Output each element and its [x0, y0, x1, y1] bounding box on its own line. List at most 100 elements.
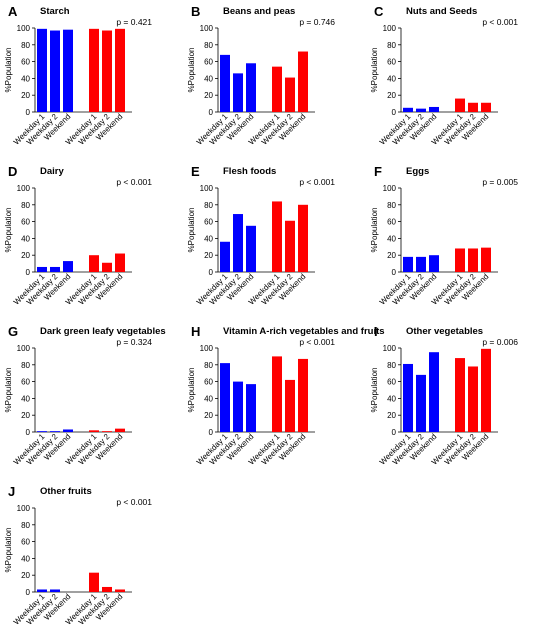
bar: [37, 28, 47, 113]
bar: [468, 366, 478, 432]
bar: [455, 98, 465, 112]
bar: [37, 589, 47, 592]
panel: J Other fruits p < 0.001 %Population 0 20 40 60…: [4, 484, 152, 627]
y-tick-label: 80: [204, 361, 213, 370]
p-value: p < 0.001: [116, 177, 152, 187]
bar: [233, 214, 243, 272]
bar: [246, 384, 256, 432]
bar: [285, 77, 295, 112]
y-axis-label: %Population: [370, 48, 379, 93]
bar: [272, 201, 282, 272]
y-tick-label: 40: [21, 74, 30, 83]
y-tick-label: 40: [21, 394, 30, 403]
y-tick-label: 20: [21, 571, 30, 580]
y-tick-label: 0: [26, 588, 31, 597]
y-tick-label: 80: [204, 41, 213, 50]
y-tick-label: 0: [392, 268, 397, 277]
bar: [115, 589, 125, 592]
y-tick-label: 60: [204, 378, 213, 387]
bar: [403, 107, 413, 112]
y-tick-label: 20: [387, 411, 396, 420]
y-tick-label: 0: [26, 108, 31, 117]
panel-letter: F: [374, 164, 382, 179]
panel-title: Nuts and Seeds: [406, 6, 477, 17]
bar: [416, 108, 426, 112]
bar: [233, 73, 243, 112]
bar: [50, 30, 60, 112]
p-value: p < 0.001: [116, 497, 152, 507]
y-axis-label: %Population: [370, 368, 379, 413]
bar: [298, 51, 308, 112]
p-value: p < 0.001: [299, 177, 335, 187]
y-tick-label: 40: [21, 234, 30, 243]
y-tick-label: 0: [26, 428, 31, 437]
y-tick-label: 40: [204, 74, 213, 83]
bar: [89, 430, 99, 432]
y-tick-label: 60: [387, 218, 396, 227]
panel-letter: A: [8, 4, 18, 19]
panel-title: Flesh foods: [223, 166, 276, 177]
panel-letter: H: [191, 324, 200, 339]
bar: [102, 262, 112, 272]
bar: [220, 54, 230, 112]
bar: [50, 589, 60, 592]
y-tick-label: 60: [204, 58, 213, 67]
y-tick-label: 20: [387, 91, 396, 100]
bar: [403, 363, 413, 432]
panel-letter: J: [8, 484, 15, 499]
bar: [298, 204, 308, 272]
y-tick-label: 100: [17, 504, 31, 513]
y-tick-label: 80: [204, 201, 213, 210]
p-value: p = 0.746: [299, 17, 335, 27]
y-tick-label: 0: [209, 268, 214, 277]
y-tick-label: 20: [21, 411, 30, 420]
bar: [455, 248, 465, 272]
y-tick-label: 100: [383, 24, 397, 33]
bar: [416, 256, 426, 272]
y-tick-label: 20: [204, 411, 213, 420]
bar: [89, 572, 99, 592]
y-tick-label: 40: [204, 394, 213, 403]
bar: [37, 431, 47, 432]
y-tick-label: 100: [200, 184, 214, 193]
panel: C Nuts and Seeds p < 0.001 %Population 0 20 40…: [370, 4, 518, 147]
bar: [481, 247, 491, 272]
y-tick-label: 0: [392, 428, 397, 437]
y-tick-label: 100: [17, 184, 31, 193]
p-value: p = 0.324: [116, 337, 152, 347]
y-tick-label: 80: [387, 361, 396, 370]
y-tick-label: 60: [21, 538, 30, 547]
y-tick-label: 0: [392, 108, 397, 117]
bar: [233, 381, 243, 432]
y-tick-label: 20: [387, 251, 396, 260]
panel-letter: B: [191, 4, 200, 19]
bar: [416, 374, 426, 432]
y-tick-label: 40: [204, 234, 213, 243]
y-tick-label: 60: [21, 378, 30, 387]
panel: E Flesh foods p < 0.001 %Population 0 20 40 60 8…: [187, 164, 335, 307]
bar: [481, 102, 491, 112]
y-axis-label: %Population: [4, 368, 13, 413]
panel-title: Other vegetables: [406, 326, 483, 337]
y-tick-label: 80: [21, 201, 30, 210]
y-tick-label: 100: [17, 344, 31, 353]
y-tick-label: 80: [21, 41, 30, 50]
bar: [403, 256, 413, 272]
panel: B Beans and peas p = 0.746 %Population 0 20 40…: [187, 4, 335, 147]
p-value: p < 0.001: [482, 17, 518, 27]
panel-letter: I: [374, 324, 378, 339]
y-tick-label: 20: [204, 91, 213, 100]
y-axis-label: %Population: [187, 368, 196, 413]
panel-letter: G: [8, 324, 18, 339]
y-tick-label: 60: [21, 218, 30, 227]
y-tick-label: 60: [21, 58, 30, 67]
bar: [115, 28, 125, 113]
p-value: p = 0.006: [482, 337, 518, 347]
bar: [285, 379, 295, 432]
bar: [272, 356, 282, 432]
y-axis-label: %Population: [187, 48, 196, 93]
